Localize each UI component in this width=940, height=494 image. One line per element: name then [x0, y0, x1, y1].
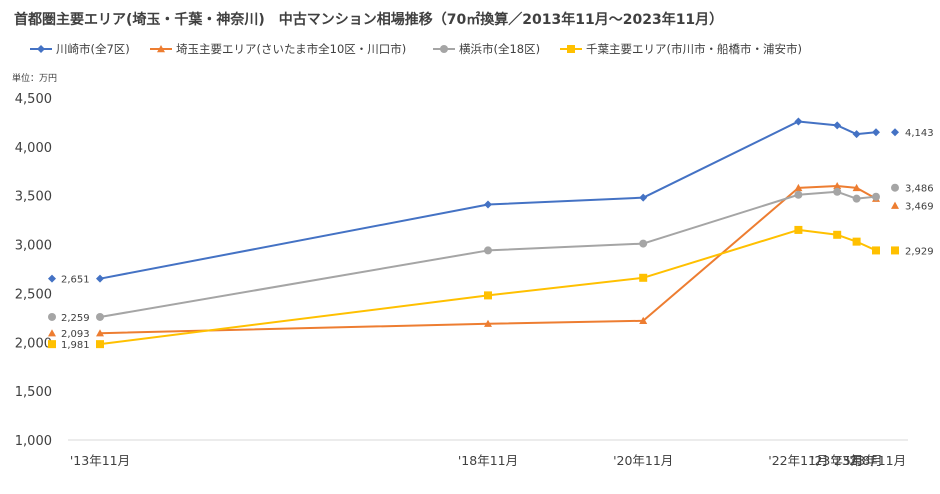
data-point: [833, 121, 842, 130]
legend-marker: [157, 45, 165, 53]
series-3: [96, 225, 880, 349]
start-label: 2,093: [61, 329, 90, 340]
legend-item: 埼玉主要エリア(さいたま市全10区・川口市): [150, 42, 406, 56]
legend-marker: [37, 45, 45, 53]
data-point: [794, 183, 803, 192]
series-1: [96, 181, 880, 337]
data-point: [872, 246, 880, 255]
data-point: [96, 274, 104, 283]
data-point: [833, 187, 842, 196]
unit-label: 単位：万円: [12, 72, 57, 84]
end-label: 4,143: [905, 128, 934, 139]
y-tick-label: 1,000: [15, 434, 52, 449]
data-point: [872, 192, 880, 201]
data-point: [794, 225, 803, 234]
data-point: [639, 316, 648, 324]
data-point: [96, 329, 104, 337]
x-axis: '13年11月 '18年11月 '20年11月 '22年11月'23年5月'23年8月…: [68, 439, 908, 468]
legend-label: 川崎市(全7区): [56, 42, 130, 56]
x-tick-label: '23年8月: [830, 453, 882, 468]
end-label: 2,929: [905, 246, 934, 257]
legend-item: 千葉主要エリア(市川市・船橋市・浦安市): [560, 42, 802, 56]
legend-label: 埼玉主要エリア(さいたま市全10区・川口市): [176, 42, 406, 56]
x-tick-label: '20年11月: [613, 453, 673, 468]
legend-marker: [567, 45, 575, 53]
y-tick-label: 3,000: [15, 239, 52, 254]
data-point: [639, 239, 648, 248]
end-label: 3,486: [905, 184, 934, 195]
data-point: [852, 237, 861, 246]
data-point: [639, 193, 648, 202]
legend-item: 横浜市(全18区): [433, 42, 540, 56]
data-point: [833, 181, 842, 190]
end-label-marker: [891, 183, 899, 192]
x-tick-label: '23年5月: [811, 453, 863, 468]
y-tick-label: 2,000: [15, 336, 52, 351]
legend-item: 川崎市(全7区): [30, 42, 130, 56]
x-tick-label: '13年11月: [70, 453, 130, 468]
y-tick-label: 3,500: [15, 190, 52, 205]
end-label-marker: [891, 246, 899, 255]
data-point: [872, 128, 880, 137]
data-point: [852, 130, 861, 139]
data-point: [852, 183, 861, 192]
end-label: 3,469: [905, 202, 934, 213]
start-label-marker: [48, 312, 56, 321]
chart-title: 首都圏主要エリア(埼玉・千葉・神奈川) 中古マンション相場推移（70㎡換算／20…: [14, 11, 723, 28]
series-2: [96, 187, 880, 321]
data-point: [484, 246, 492, 255]
data-point: [794, 117, 803, 126]
data-point: [484, 319, 492, 327]
data-point: [96, 340, 104, 349]
data-point: [639, 273, 648, 282]
legend-marker: [440, 45, 448, 53]
start-label: 2,259: [61, 313, 90, 324]
x-tick-label: '23年11月: [846, 453, 906, 468]
start-label: 2,651: [61, 275, 90, 286]
legend-label: 横浜市(全18区): [459, 42, 540, 56]
data-point: [852, 194, 861, 203]
legend: 川崎市(全7区) 埼玉主要エリア(さいたま市全10区・川口市) 横浜市(全18区) 千…: [30, 42, 802, 56]
data-point: [833, 230, 842, 239]
data-point: [484, 200, 492, 209]
y-tick-label: 1,500: [15, 385, 52, 400]
y-tick-label: 2,500: [15, 287, 52, 302]
y-axis: 1,000 1,500 2,000 2,500 3,000 3,500 4,000 4,500: [15, 92, 52, 449]
end-label-marker: [891, 128, 899, 137]
plot-area: [96, 117, 880, 349]
series-line: [99, 120, 877, 280]
legend-label: 千葉主要エリア(市川市・船橋市・浦安市): [586, 42, 802, 56]
end-label-marker: [891, 201, 899, 209]
series-0: [96, 117, 880, 283]
x-tick-label: '22年11月: [768, 453, 828, 468]
data-point: [96, 312, 104, 321]
start-label-marker: [48, 274, 56, 283]
start-label: 1,981: [61, 340, 90, 351]
start-label-marker: [48, 340, 56, 349]
data-point: [484, 291, 492, 300]
data-labels: 2,651 4,143 2,093 3,469 2,259 3,486 1,981 2,929: [48, 128, 934, 351]
start-label-marker: [48, 329, 56, 337]
y-tick-label: 4,000: [15, 141, 52, 156]
data-point: [794, 190, 803, 199]
x-tick-label: '18年11月: [458, 453, 518, 468]
y-tick-label: 4,500: [15, 92, 52, 107]
